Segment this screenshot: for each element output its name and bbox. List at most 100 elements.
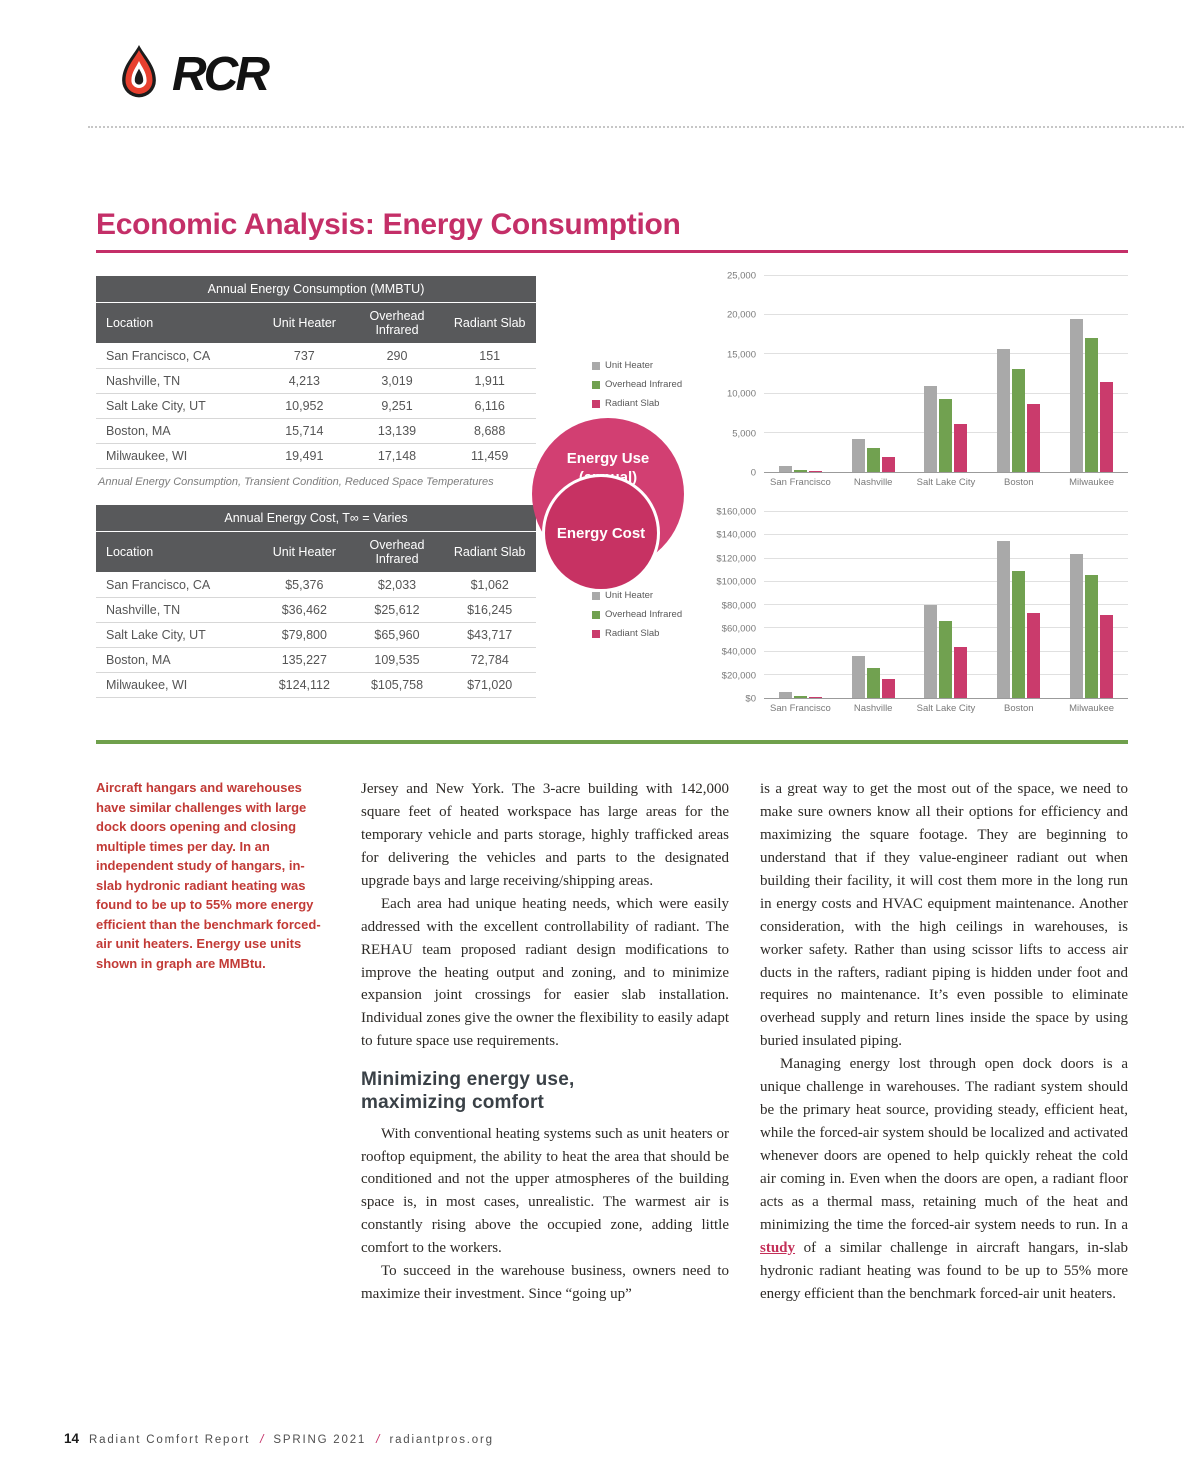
bar [1027, 403, 1041, 472]
location-cell: Nashville, TN [106, 603, 181, 617]
bar [1085, 575, 1099, 698]
plot-area [764, 276, 1128, 472]
bar-group [764, 512, 837, 698]
table-row: San Francisco, CA 737 290 151 [96, 344, 536, 369]
gridline [764, 557, 1128, 559]
paragraph: Each area had unique heating needs, whic… [361, 895, 729, 1050]
bar [881, 679, 895, 698]
study-link[interactable]: study [760, 1239, 796, 1256]
chart-legend: Unit Heater Overhead Infrared Radiant Slab [592, 276, 712, 488]
table-row: Boston, MA 15,714 13,139 8,688 [96, 419, 536, 444]
column-header: Overhead Infrared [369, 538, 425, 566]
logo-text: RCR [172, 47, 270, 101]
value-cell: $16,245 [467, 603, 513, 617]
table-header-row: Location Unit Heater Overhead Infrared Radi… [96, 532, 536, 573]
bar [924, 605, 938, 698]
location-cell: Boston, MA [106, 424, 171, 438]
y-tick-label: $140,000 [716, 529, 756, 541]
bar [939, 399, 953, 472]
tables-column: Annual Energy Consumption (MMBTU) Locati… [96, 276, 536, 738]
value-cell: 10,952 [285, 399, 324, 413]
table-caption: Annual Energy Consumption, Transient Con… [98, 476, 494, 488]
value-cell: 8,688 [474, 424, 506, 438]
value-cell: 290 [386, 349, 408, 363]
bar [1070, 319, 1084, 472]
bar [1085, 337, 1099, 472]
paragraph: To succeed in the warehouse business, ow… [361, 1263, 729, 1303]
gridline [764, 392, 1128, 394]
x-axis-label: Milwaukee [1069, 703, 1115, 714]
value-cell: 151 [479, 349, 501, 363]
value-cell: $25,612 [374, 603, 420, 617]
x-axis-label: San Francisco [770, 703, 831, 714]
x-axis-label: Nashville [853, 477, 893, 488]
value-cell: $43,717 [467, 628, 513, 642]
y-tick-label: 10,000 [726, 388, 756, 400]
bar [1012, 369, 1026, 472]
y-tick-label: 20,000 [726, 309, 756, 321]
x-axis: San Francisco Nashville Salt Lake City Bost… [764, 699, 1128, 714]
bar-group [1055, 276, 1128, 472]
gridline [764, 604, 1128, 605]
y-axis: 0 5,000 10,000 15,000 20,000 25,000 [712, 271, 764, 479]
bar [1100, 615, 1114, 698]
table-header-row: Location Unit Heater Overhead Infrared Radi… [96, 303, 536, 344]
gridline [764, 275, 1128, 276]
bar [954, 424, 968, 472]
column-header: Location [106, 545, 154, 559]
y-tick-label: 0 [750, 467, 756, 479]
bar [793, 469, 807, 472]
gridline [764, 353, 1128, 355]
legend-item: Overhead Infrared [592, 609, 712, 620]
bar [778, 691, 792, 698]
x-axis-label: Salt Lake City [916, 703, 976, 714]
chart-legend: Unit Heater Overhead Infrared Radiant Slab [592, 512, 712, 714]
x-axis-label: Salt Lake City [916, 477, 976, 488]
location-cell: Milwaukee, WI [106, 678, 188, 692]
energy-use-chart: Unit Heater Overhead Infrared Radiant Slab… [592, 271, 1128, 488]
column-header: Radiant Slab [453, 316, 526, 330]
value-cell: $36,462 [281, 603, 327, 617]
x-axis-label: Boston [1004, 477, 1034, 488]
bar [1027, 613, 1041, 698]
footer-site[interactable]: radiantpros.org [389, 1434, 494, 1446]
location-cell: Boston, MA [106, 653, 171, 667]
legend-item: Overhead Infrared [592, 379, 712, 390]
table-row: Salt Lake City, UT 10,952 9,251 6,116 [96, 394, 536, 419]
y-tick-label: $60,000 [721, 623, 756, 635]
paragraph-text: Managing energy lost through open dock d… [760, 1056, 1128, 1233]
table-row: San Francisco, CA $5,376 $2,033 $1,062 [96, 573, 536, 598]
x-axis: San Francisco Nashville Salt Lake City Bost… [764, 473, 1128, 488]
energy-cost-table: Annual Energy Cost, T∞ = Varies Location… [96, 505, 536, 698]
value-cell: 135,227 [281, 653, 327, 667]
table-row: Nashville, TN $36,462 $25,612 $16,245 [96, 598, 536, 623]
legend-swatch [592, 629, 600, 638]
bar [808, 696, 822, 698]
plot-frame [764, 511, 1128, 699]
bar [778, 466, 792, 472]
bar [939, 621, 953, 698]
value-cell: 17,148 [377, 449, 417, 463]
value-cell: 737 [293, 349, 315, 363]
page-number: 14 [64, 1431, 80, 1446]
legend-label: Unit Heater [605, 360, 654, 371]
value-cell: 6,116 [474, 399, 505, 413]
y-tick-label: 25,000 [726, 270, 756, 282]
value-cell: $2,033 [377, 578, 417, 592]
column-header: Overhead Infrared [369, 309, 425, 337]
bar [1070, 553, 1084, 698]
y-tick-label: 15,000 [726, 349, 756, 361]
legend-label: Radiant Slab [605, 398, 660, 409]
column-header: Location [106, 316, 154, 330]
table-row: Milwaukee, WI $124,112 $105,758 $71,020 [96, 673, 536, 698]
table-row: Salt Lake City, UT $79,800 $65,960 $43,717 [96, 623, 536, 648]
paragraph-text: of a similar challenge in aircraft hanga… [760, 1239, 1128, 1302]
chart-body: 0 5,000 10,000 15,000 20,000 25,000 San Franc… [712, 271, 1128, 488]
energy-cost-chart: Unit Heater Overhead Infrared Radiant Slab… [592, 507, 1128, 714]
y-tick-label: $160,000 [716, 506, 756, 518]
bar [808, 470, 822, 472]
y-tick-label: 5,000 [732, 428, 756, 440]
column-header: Unit Heater [272, 545, 336, 559]
legend-item: Unit Heater [592, 590, 712, 601]
bar [924, 386, 938, 472]
